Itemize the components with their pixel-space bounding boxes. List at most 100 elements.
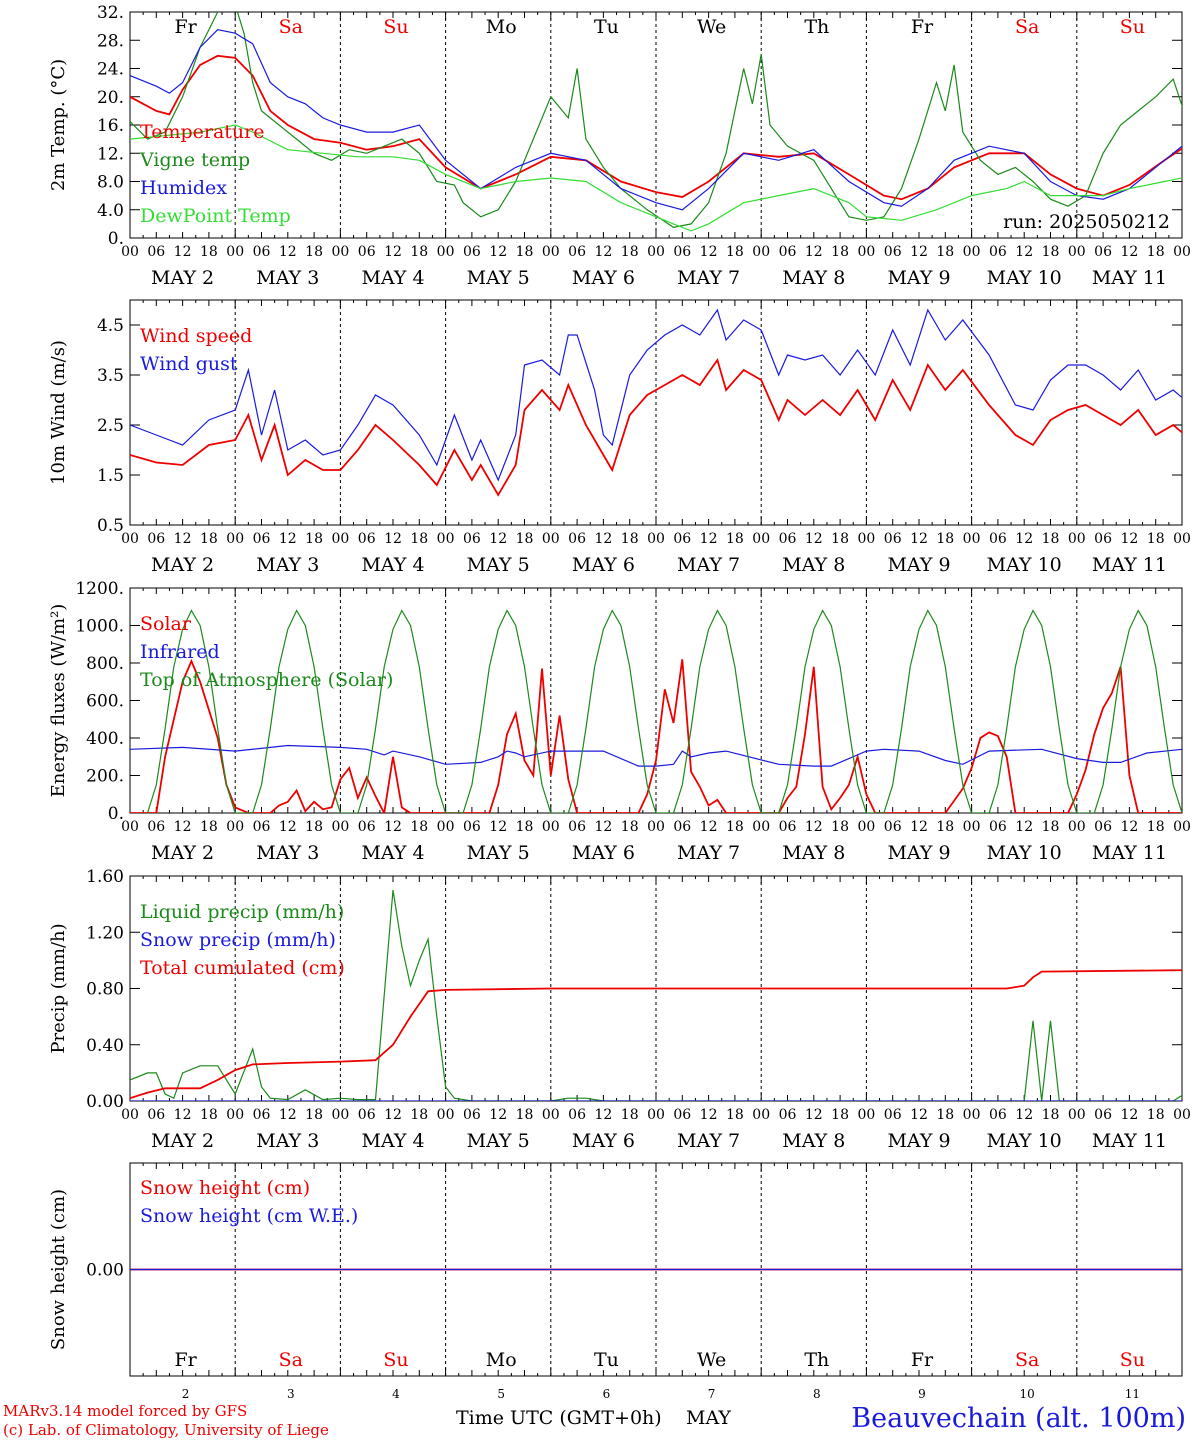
hour-label: 12	[279, 1107, 297, 1123]
hour-label: 06	[253, 244, 271, 260]
hour-label: 12	[489, 244, 507, 260]
hour-label: 12	[594, 819, 612, 835]
weekday-label: Tu	[594, 16, 619, 38]
hour-label: 12	[910, 244, 928, 260]
hour-label: 18	[1042, 244, 1060, 260]
hour-label: 12	[910, 819, 928, 835]
hour-label: 18	[1042, 531, 1060, 547]
hour-label: 18	[200, 819, 218, 835]
y-tick-label: 0.5	[97, 516, 124, 536]
hour-label: 12	[174, 244, 192, 260]
panel-series	[130, 12, 1182, 232]
hour-label: 00	[857, 531, 875, 547]
hour-label: 12	[384, 531, 402, 547]
day-number: 3	[287, 1387, 295, 1401]
x-axis-month: MAY	[686, 1407, 731, 1429]
legend-entry: Vigne temp	[139, 149, 250, 171]
date-label: MAY 6	[572, 554, 635, 576]
date-label: MAY 9	[887, 554, 950, 576]
hour-label: 06	[673, 244, 691, 260]
hour-label: 18	[726, 244, 744, 260]
hour-label: 06	[253, 1107, 271, 1123]
hour-label: 06	[1094, 1107, 1112, 1123]
hour-label: 06	[989, 531, 1007, 547]
hour-label: 00	[1068, 1107, 1086, 1123]
hour-label: 18	[1147, 531, 1165, 547]
hour-label: 18	[1147, 244, 1165, 260]
hour-label: 06	[779, 819, 797, 835]
hour-label: 12	[805, 1107, 823, 1123]
hour-label: 00	[1068, 819, 1086, 835]
hour-label: 18	[516, 1107, 534, 1123]
hour-label: 06	[147, 819, 165, 835]
date-label: MAY 6	[572, 1130, 635, 1152]
date-label: MAY 9	[887, 842, 950, 864]
date-label: MAY 11	[1092, 267, 1167, 289]
date-label: MAY 10	[987, 1130, 1062, 1152]
hour-label: 06	[779, 1107, 797, 1123]
series-dewpoint-temp	[130, 124, 1182, 232]
hour-label: 06	[253, 531, 271, 547]
date-label: MAY 8	[782, 267, 845, 289]
hour-label: 00	[437, 244, 455, 260]
y-tick-label: 1200.	[75, 579, 124, 599]
hour-label: 00	[752, 531, 770, 547]
date-label: MAY 6	[572, 267, 635, 289]
hour-label: 18	[305, 244, 323, 260]
hour-label: 18	[831, 244, 849, 260]
weekday-label: Fr	[174, 1349, 197, 1371]
hour-label: 18	[305, 819, 323, 835]
hour-label: 12	[384, 244, 402, 260]
hour-label: 00	[226, 1107, 244, 1123]
hour-label: 12	[594, 531, 612, 547]
hour-label: 12	[594, 244, 612, 260]
hour-label: 06	[147, 531, 165, 547]
weekday-label: Mo	[486, 1349, 517, 1371]
hour-label: 18	[621, 1107, 639, 1123]
date-label: MAY 3	[256, 1130, 319, 1152]
day-number: 6	[603, 1387, 611, 1401]
date-label: MAY 4	[361, 842, 424, 864]
date-label: MAY 9	[887, 1130, 950, 1152]
footer: Time UTC (GMT+0h) MAY MARv3.14 model for…	[3, 1402, 1186, 1439]
hour-label: 00	[647, 1107, 665, 1123]
hour-label: 00	[857, 819, 875, 835]
weekday-label: Fr	[911, 16, 934, 38]
date-label: MAY 2	[151, 1130, 214, 1152]
date-label: MAY 7	[677, 554, 740, 576]
date-label: MAY 3	[256, 267, 319, 289]
hour-label: 12	[489, 1107, 507, 1123]
hour-label: 12	[1120, 1107, 1138, 1123]
y-tick-label: 0.40	[86, 1036, 124, 1056]
hour-label: 06	[884, 244, 902, 260]
weekday-label: Sa	[1015, 1349, 1039, 1371]
date-label: MAY 9	[887, 267, 950, 289]
hour-label: 12	[279, 244, 297, 260]
weekday-label: Th	[804, 1349, 829, 1371]
y-tick-label: 28.	[97, 31, 124, 51]
hour-label: 00	[331, 819, 349, 835]
hour-label: 00	[121, 244, 139, 260]
hour-label: 06	[989, 244, 1007, 260]
weekday-label: Fr	[174, 16, 197, 38]
date-label: MAY 5	[467, 267, 530, 289]
hour-label: 06	[884, 1107, 902, 1123]
hour-label: 06	[358, 1107, 376, 1123]
hour-label: 12	[1120, 531, 1138, 547]
weekday-label: Sa	[1015, 16, 1039, 38]
y-tick-label: 16.	[97, 116, 124, 136]
hour-label: 00	[542, 819, 560, 835]
date-label: MAY 8	[782, 1130, 845, 1152]
date-label: MAY 4	[361, 554, 424, 576]
hour-label: 18	[1042, 1107, 1060, 1123]
hour-label: 00	[1173, 531, 1191, 547]
weekday-label: Su	[1120, 1349, 1145, 1371]
hour-label: 18	[936, 244, 954, 260]
legend-entry: Wind gust	[140, 353, 238, 375]
y-tick-label: 12.	[97, 144, 124, 164]
hour-label: 00	[963, 819, 981, 835]
hour-label: 06	[568, 1107, 586, 1123]
hour-label: 00	[226, 244, 244, 260]
hour-label: 00	[331, 244, 349, 260]
